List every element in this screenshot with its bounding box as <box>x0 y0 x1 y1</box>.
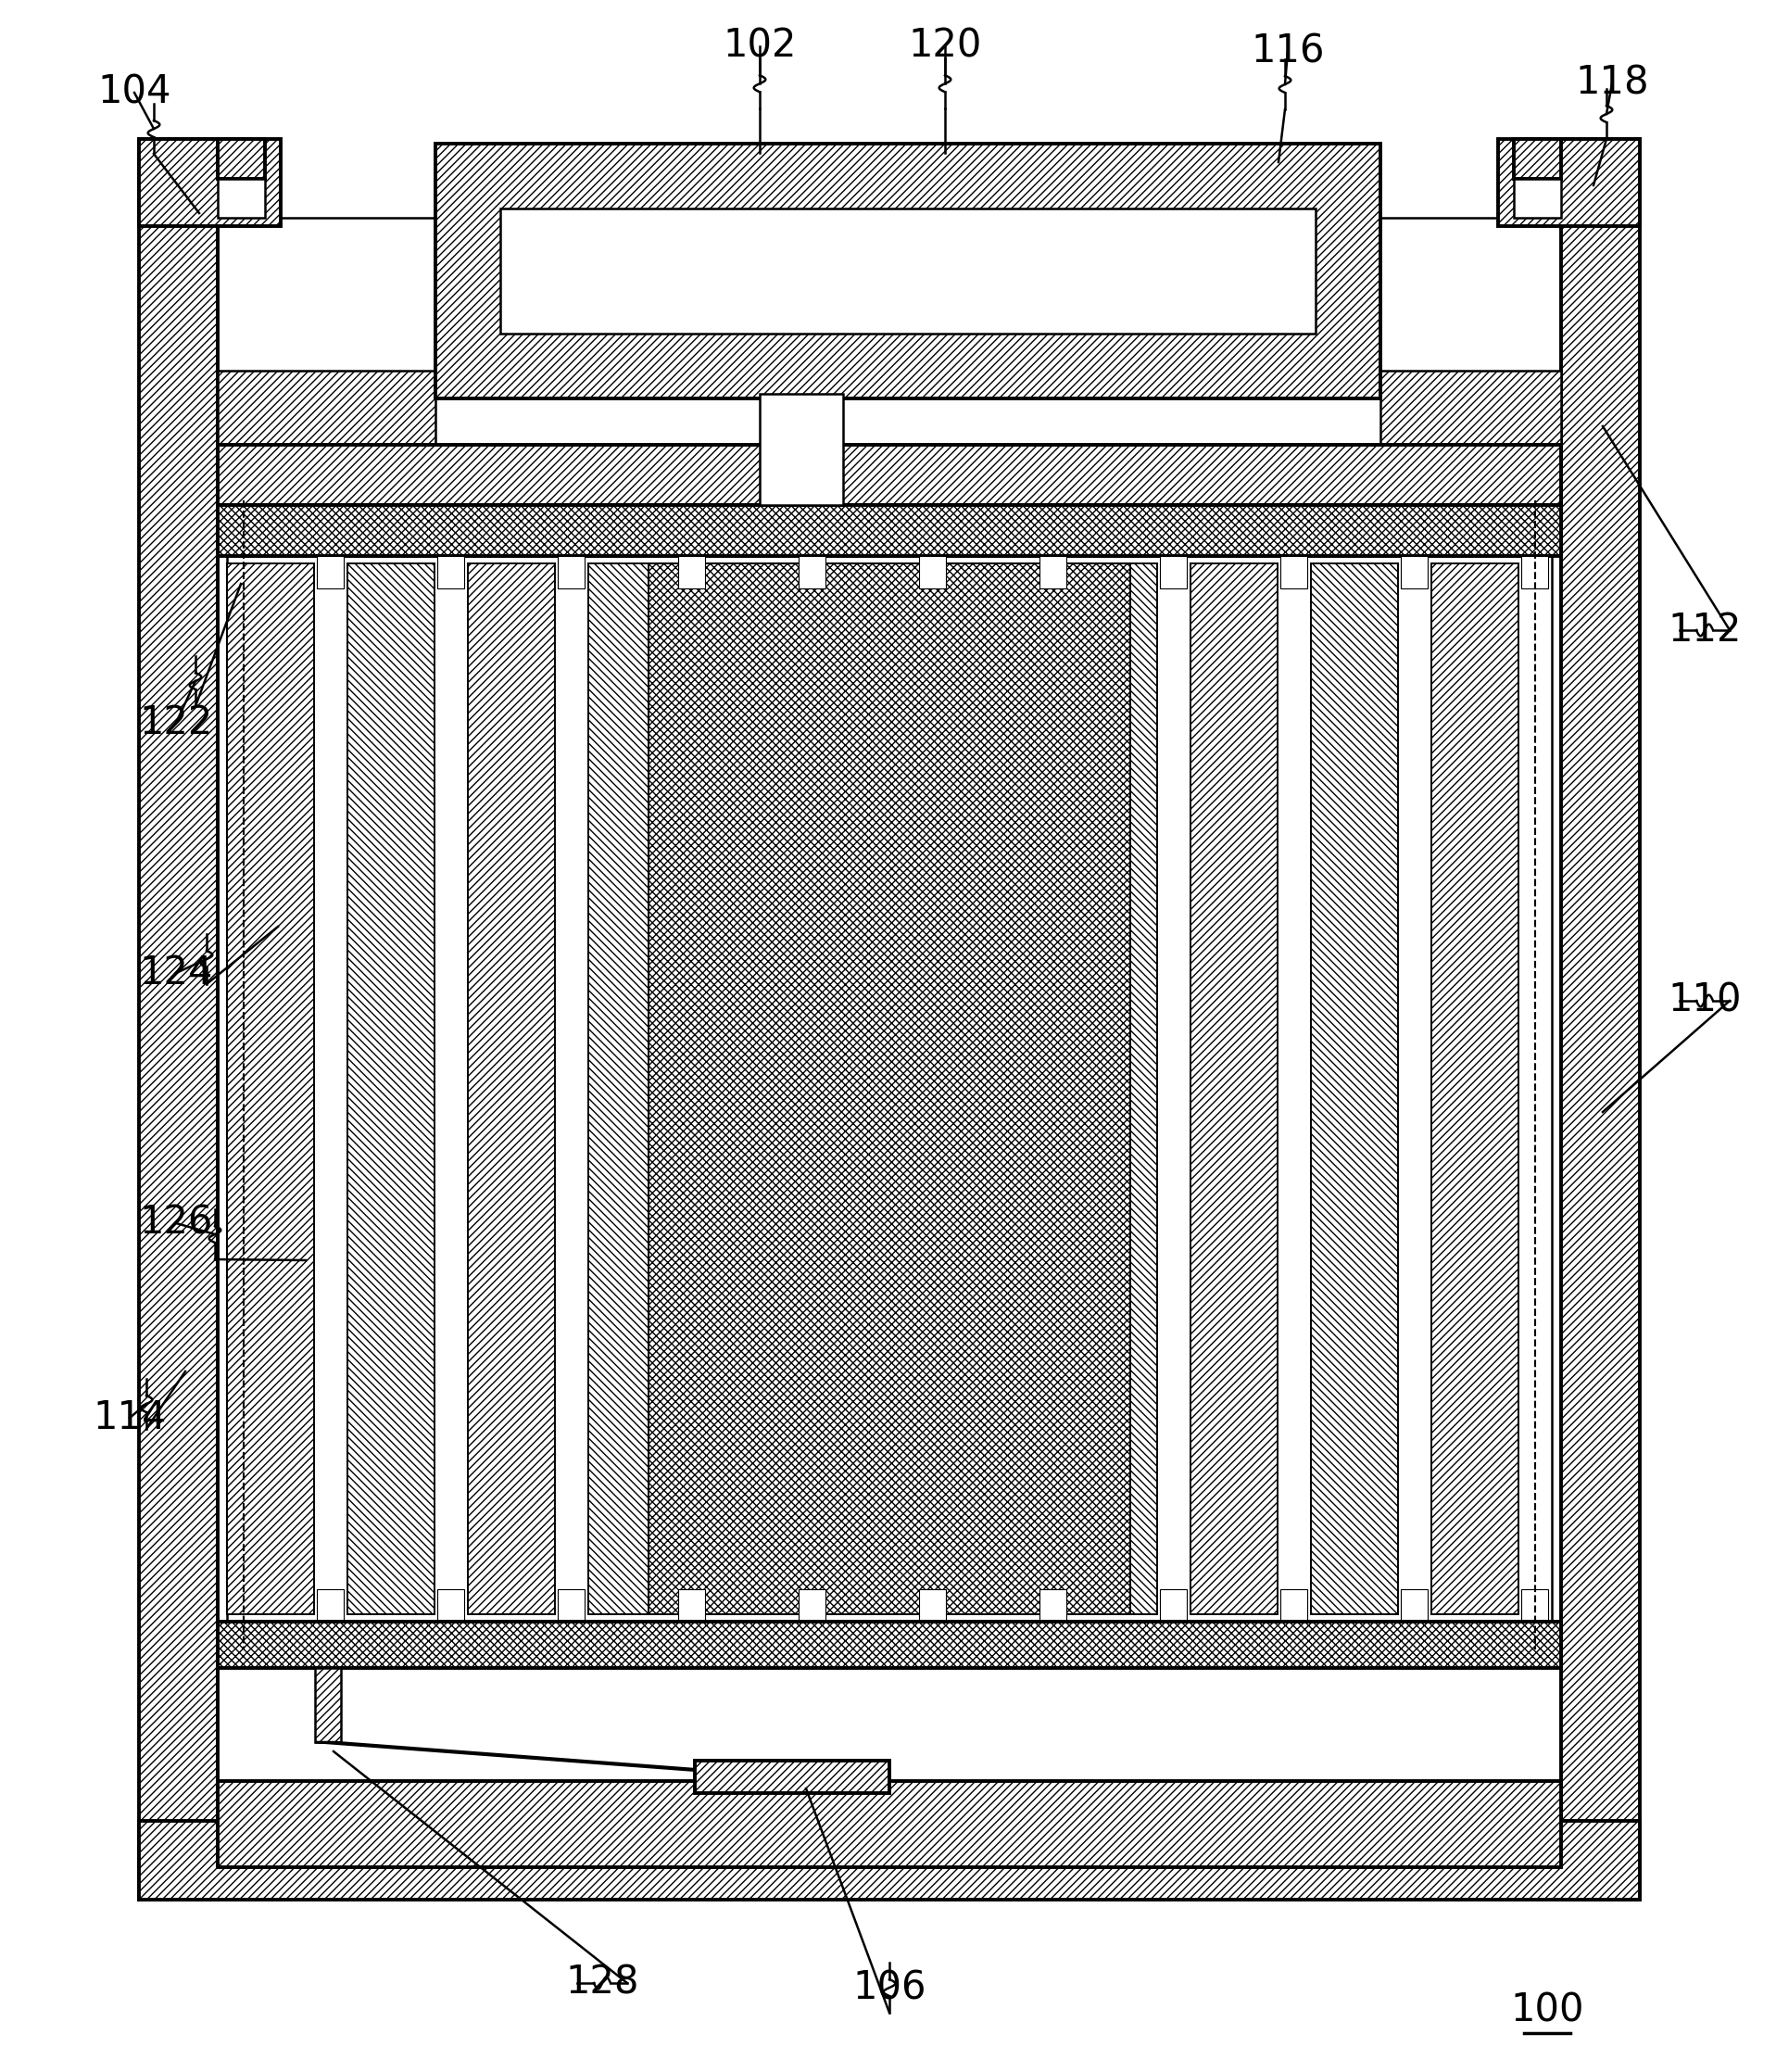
Text: 102: 102 <box>723 27 796 66</box>
Polygon shape <box>218 178 265 218</box>
Polygon shape <box>1380 371 1561 445</box>
Polygon shape <box>435 371 1380 398</box>
Polygon shape <box>588 564 675 1614</box>
Polygon shape <box>694 1761 890 1792</box>
Polygon shape <box>950 564 1037 1614</box>
Polygon shape <box>501 209 1316 334</box>
Polygon shape <box>799 555 826 588</box>
Polygon shape <box>920 555 947 588</box>
Polygon shape <box>218 139 265 178</box>
Polygon shape <box>1160 1589 1186 1622</box>
Polygon shape <box>218 1668 1561 1821</box>
Polygon shape <box>318 555 345 588</box>
Polygon shape <box>1431 564 1518 1614</box>
Polygon shape <box>920 1589 947 1622</box>
Polygon shape <box>678 555 705 588</box>
Polygon shape <box>829 564 916 1614</box>
Polygon shape <box>314 1668 341 1743</box>
Polygon shape <box>218 445 1561 506</box>
Polygon shape <box>218 1782 1561 1867</box>
Polygon shape <box>1513 139 1561 178</box>
Polygon shape <box>1561 139 1639 1900</box>
Polygon shape <box>709 564 796 1614</box>
Polygon shape <box>799 1589 826 1622</box>
Text: 118: 118 <box>1575 64 1648 104</box>
Text: 124: 124 <box>139 953 213 992</box>
Text: 120: 120 <box>908 27 982 66</box>
Text: 116: 116 <box>1250 31 1325 70</box>
Polygon shape <box>139 139 218 1900</box>
Polygon shape <box>227 555 1552 1622</box>
Text: 122: 122 <box>139 702 213 742</box>
Polygon shape <box>760 394 844 506</box>
Polygon shape <box>467 564 554 1614</box>
Polygon shape <box>437 1589 465 1622</box>
Polygon shape <box>1522 1589 1549 1622</box>
Polygon shape <box>1499 139 1639 226</box>
Text: 104: 104 <box>98 73 170 112</box>
Polygon shape <box>1160 555 1186 588</box>
Text: 110: 110 <box>1668 982 1742 1019</box>
Polygon shape <box>348 564 433 1614</box>
Polygon shape <box>678 1589 705 1622</box>
Polygon shape <box>218 218 1561 1821</box>
Text: 100: 100 <box>1510 1991 1584 2031</box>
Text: 114: 114 <box>92 1399 167 1438</box>
Polygon shape <box>227 564 314 1614</box>
Polygon shape <box>1280 1589 1307 1622</box>
Polygon shape <box>1522 555 1549 588</box>
Polygon shape <box>437 555 465 588</box>
Polygon shape <box>314 1743 854 1782</box>
Polygon shape <box>1513 178 1561 218</box>
Polygon shape <box>1311 564 1398 1614</box>
Polygon shape <box>218 1622 1561 1668</box>
Polygon shape <box>1071 564 1156 1614</box>
Text: 106: 106 <box>852 1968 927 2008</box>
Polygon shape <box>435 143 1380 398</box>
Text: 126: 126 <box>139 1204 213 1243</box>
Polygon shape <box>1401 1589 1428 1622</box>
Text: 128: 128 <box>565 1964 639 2002</box>
Polygon shape <box>318 1589 345 1622</box>
Polygon shape <box>218 506 1561 555</box>
Polygon shape <box>139 1821 1639 1900</box>
Polygon shape <box>1401 555 1428 588</box>
Polygon shape <box>558 555 584 588</box>
Polygon shape <box>558 1589 584 1622</box>
Polygon shape <box>1039 555 1067 588</box>
Polygon shape <box>1190 564 1277 1614</box>
Text: 112: 112 <box>1668 611 1742 651</box>
Polygon shape <box>1280 555 1307 588</box>
Polygon shape <box>139 139 281 226</box>
Polygon shape <box>648 564 1130 1614</box>
Polygon shape <box>218 371 435 445</box>
Polygon shape <box>1039 1589 1067 1622</box>
